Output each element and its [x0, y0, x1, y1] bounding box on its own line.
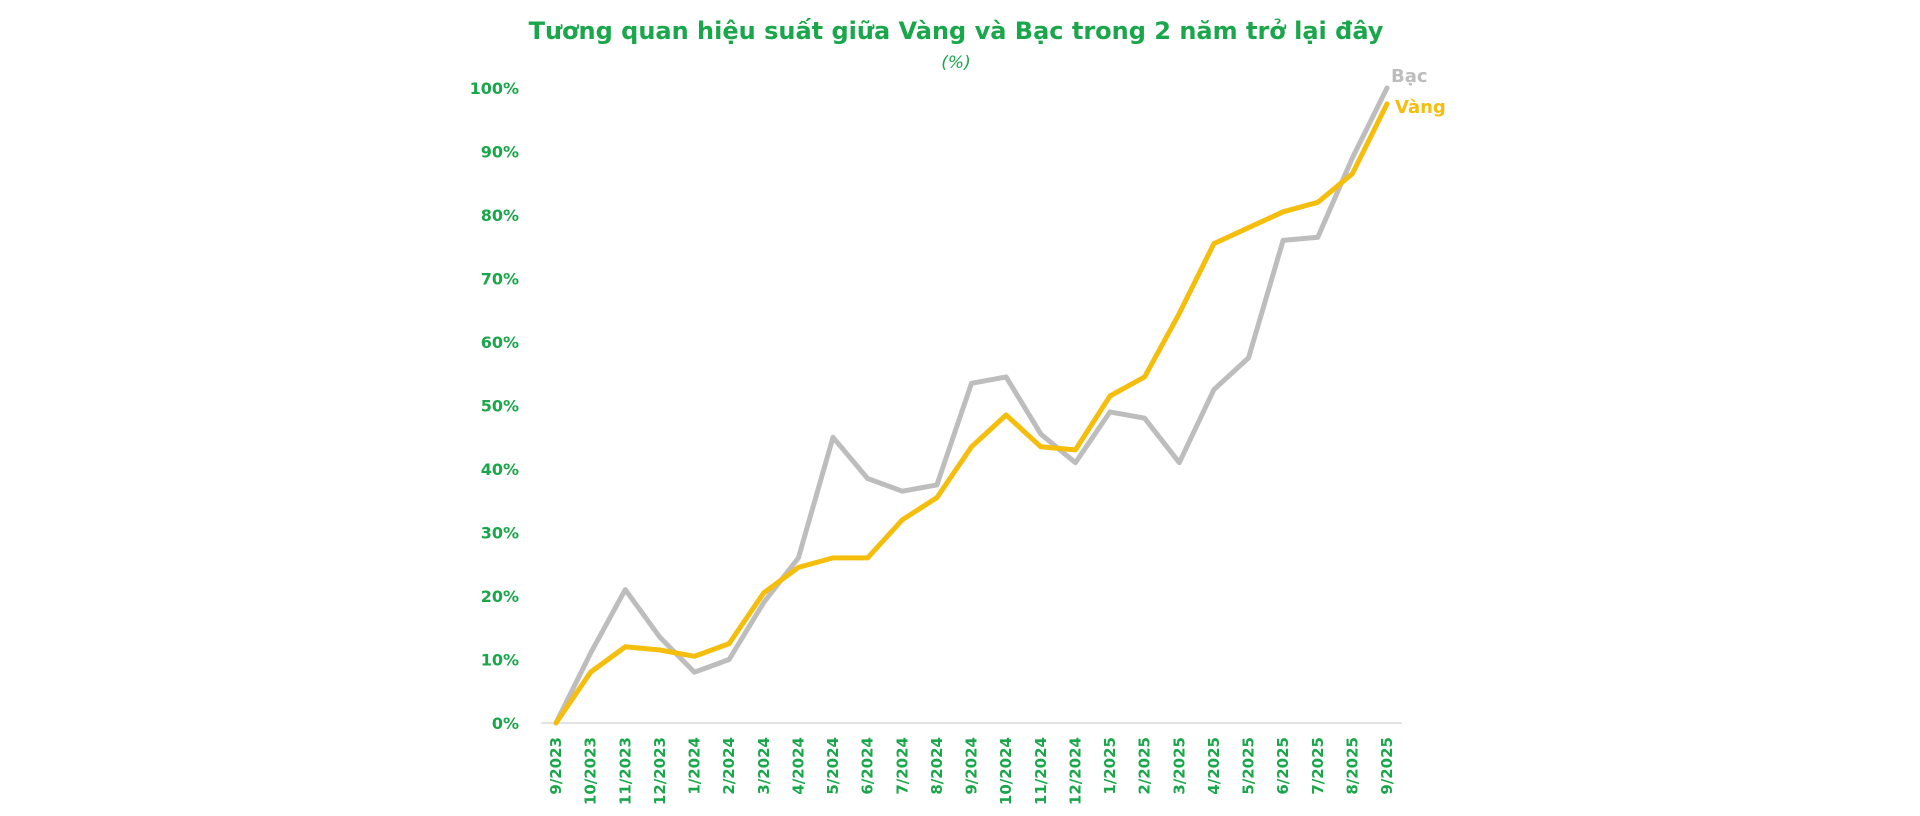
series-end-label: Vàng [1395, 97, 1446, 118]
y-tick-label: 0% [492, 714, 519, 733]
x-tick-label: 3/2024 [755, 737, 773, 795]
x-tick-label: 1/2025 [1101, 737, 1119, 795]
x-axis: 9/2023 10/2023 11/2023 12/2023 1/2024 2/2024 3… [541, 722, 1402, 805]
x-tick-label: 8/2025 [1343, 737, 1361, 795]
x-tick-label: 5/2024 [824, 737, 842, 795]
series-end-label: Bạc [1391, 66, 1428, 87]
x-tick-label: 9/2023 [547, 737, 565, 795]
y-tick-label: 40% [481, 460, 519, 479]
x-tick-label: 4/2025 [1205, 737, 1223, 795]
x-tick-label: 7/2025 [1309, 737, 1327, 795]
y-tick-label: 100% [470, 79, 519, 98]
x-tick-label: 12/2024 [1066, 737, 1084, 805]
y-tick-label: 90% [481, 143, 519, 162]
x-tick-label: 10/2024 [997, 737, 1015, 805]
x-tick-label: 5/2025 [1240, 737, 1258, 795]
x-tick-label: 2/2025 [1136, 737, 1154, 795]
x-tick-label: 7/2024 [893, 737, 911, 795]
y-tick-label: 20% [481, 587, 519, 606]
x-tick-label: 6/2024 [859, 737, 877, 795]
x-tick-label: 2/2024 [720, 737, 738, 795]
x-tick-label: 8/2024 [928, 737, 946, 795]
y-tick-label: 60% [481, 333, 519, 352]
chart-subtitle: (%) [941, 53, 970, 73]
series-line [553, 85, 1390, 726]
series-line [553, 101, 1390, 726]
x-tick-label: 11/2023 [616, 737, 634, 805]
x-tick-label: 12/2023 [651, 737, 669, 805]
chart-title: Tương quan hiệu suất giữa Vàng và Bạc tr… [529, 17, 1384, 45]
series-layer [553, 85, 1390, 726]
x-tick-label: 6/2025 [1274, 737, 1292, 795]
x-tick-label: 1/2024 [686, 737, 704, 795]
y-tick-label: 80% [481, 206, 519, 225]
x-tick-label: 9/2025 [1378, 737, 1396, 795]
y-axis: 0% 10% 20% 30% 40% 50% 60% 70% 80% 90% 100% [470, 79, 519, 733]
x-tick-label: 9/2024 [963, 737, 981, 795]
y-tick-label: 70% [481, 270, 519, 289]
x-tick-label: 3/2025 [1170, 737, 1188, 795]
series-labels: Bạc Vàng [1391, 66, 1446, 118]
x-tick-label: 11/2024 [1032, 737, 1050, 805]
x-tick-label: 10/2023 [582, 737, 600, 805]
y-tick-label: 50% [481, 397, 519, 416]
y-tick-label: 30% [481, 524, 519, 543]
y-tick-label: 10% [481, 651, 519, 670]
x-tick-label: 4/2024 [789, 737, 807, 795]
